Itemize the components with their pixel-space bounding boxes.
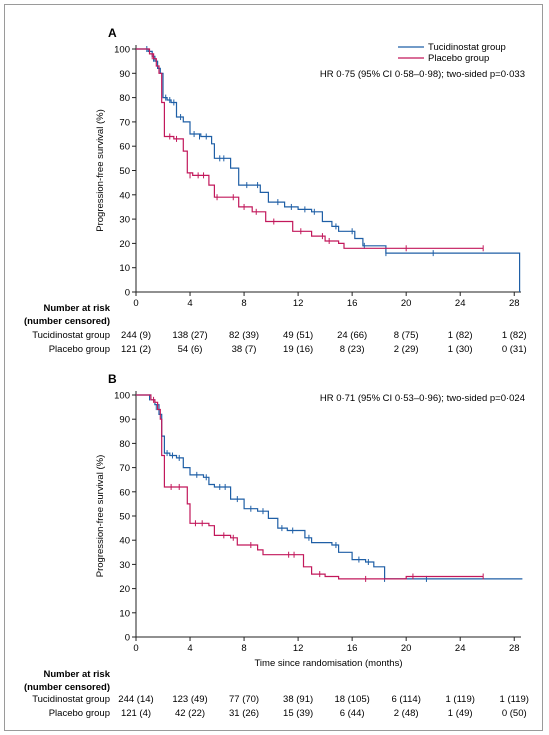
x-tick-label: 20 (401, 298, 412, 309)
y-tick-label: 60 (119, 142, 130, 153)
figure-frame (4, 4, 543, 731)
y-axis-label: Progression-free survival (%) (95, 109, 106, 231)
risk-cell: 121 (2) (121, 344, 151, 355)
y-axis-label: Progression-free survival (%) (95, 455, 106, 577)
risk-cell: 1 (30) (448, 344, 473, 355)
risk-cell: 38 (7) (232, 344, 257, 355)
y-tick-label: 0 (125, 288, 130, 299)
x-tick-label: 28 (509, 643, 520, 654)
y-tick-label: 20 (119, 239, 130, 250)
risk-cell: 15 (39) (283, 708, 313, 719)
y-tick-label: 70 (119, 463, 130, 474)
y-tick-label: 100 (114, 45, 130, 56)
risk-cell: 42 (22) (175, 708, 205, 719)
x-tick-label: 16 (347, 298, 358, 309)
y-tick-label: 50 (119, 166, 130, 177)
x-tick-label: 24 (455, 643, 466, 654)
legend-label: Tucidinostat group (428, 42, 506, 53)
risk-cell: 1 (49) (448, 708, 473, 719)
risk-cell: 24 (66) (337, 330, 367, 341)
x-tick-label: 12 (293, 298, 304, 309)
y-tick-label: 40 (119, 536, 130, 547)
x-tick-label: 16 (347, 643, 358, 654)
risk-table-title: Number at risk (43, 669, 110, 680)
y-tick-label: 20 (119, 584, 130, 595)
panel-label: A (108, 26, 117, 40)
risk-cell: 8 (23) (340, 344, 365, 355)
risk-cell: 1 (82) (448, 330, 473, 341)
risk-cell: 49 (51) (283, 330, 313, 341)
km-curve-tucidinostat (136, 48, 521, 292)
risk-cell: 77 (70) (229, 694, 259, 705)
hr-annotation: HR 0·75 (95% CI 0·58–0·98); two-sided p=… (320, 69, 525, 80)
risk-cell: 0 (31) (502, 344, 527, 355)
risk-cell: 123 (49) (172, 694, 207, 705)
x-tick-label: 12 (293, 643, 304, 654)
x-tick-label: 4 (187, 298, 192, 309)
x-axis-label: Time since randomisation (months) (254, 658, 402, 669)
y-tick-label: 100 (114, 391, 130, 402)
risk-table-subtitle: (number censored) (24, 682, 110, 693)
y-tick-label: 70 (119, 117, 130, 128)
risk-cell: 121 (4) (121, 708, 151, 719)
risk-cell: 19 (16) (283, 344, 313, 355)
y-tick-label: 10 (119, 263, 130, 274)
y-tick-label: 40 (119, 190, 130, 201)
risk-cell: 244 (14) (118, 694, 153, 705)
y-tick-label: 30 (119, 560, 130, 571)
x-tick-label: 24 (455, 298, 466, 309)
legend-label: Placebo group (428, 53, 489, 64)
x-tick-label: 28 (509, 298, 520, 309)
risk-cell: 31 (26) (229, 708, 259, 719)
risk-cell: 2 (29) (394, 344, 419, 355)
y-tick-label: 30 (119, 215, 130, 226)
risk-cell: 6 (114) (391, 694, 420, 705)
risk-cell: 1 (119) (500, 694, 529, 705)
x-tick-label: 0 (133, 643, 138, 654)
risk-table-subtitle: (number censored) (24, 316, 110, 327)
risk-cell: 6 (44) (340, 708, 365, 719)
risk-cell: 0 (50) (502, 708, 527, 719)
risk-cell: 244 (9) (121, 330, 151, 341)
km-curve-placebo (136, 394, 484, 580)
risk-cell: 2 (48) (394, 708, 419, 719)
risk-row-label: Tucidinostat group (32, 330, 110, 341)
risk-row-label: Placebo group (49, 708, 110, 719)
x-tick-label: 0 (133, 298, 138, 309)
y-tick-label: 50 (119, 512, 130, 523)
hr-annotation: HR 0·71 (95% CI 0·53–0·96); two-sided p=… (320, 393, 525, 404)
y-tick-label: 10 (119, 608, 130, 619)
y-tick-label: 60 (119, 487, 130, 498)
x-tick-label: 8 (241, 298, 246, 309)
y-tick-label: 90 (119, 415, 130, 426)
y-tick-label: 80 (119, 439, 130, 450)
panel-label: B (108, 372, 117, 386)
risk-table-title: Number at risk (43, 303, 110, 314)
risk-row-label: Placebo group (49, 344, 110, 355)
risk-cell: 54 (6) (178, 344, 203, 355)
risk-cell: 8 (75) (394, 330, 419, 341)
y-tick-label: 90 (119, 69, 130, 80)
x-tick-label: 4 (187, 643, 192, 654)
km-curve-placebo (136, 48, 484, 249)
x-tick-label: 8 (241, 643, 246, 654)
y-tick-label: 80 (119, 93, 130, 104)
risk-row-label: Tucidinostat group (32, 694, 110, 705)
risk-cell: 138 (27) (172, 330, 207, 341)
y-tick-label: 0 (125, 633, 130, 644)
risk-cell: 18 (105) (334, 694, 369, 705)
km-curve-tucidinostat (136, 394, 523, 580)
risk-cell: 1 (82) (502, 330, 527, 341)
risk-cell: 82 (39) (229, 330, 259, 341)
risk-cell: 38 (91) (283, 694, 313, 705)
x-tick-label: 20 (401, 643, 412, 654)
risk-cell: 1 (119) (446, 694, 475, 705)
